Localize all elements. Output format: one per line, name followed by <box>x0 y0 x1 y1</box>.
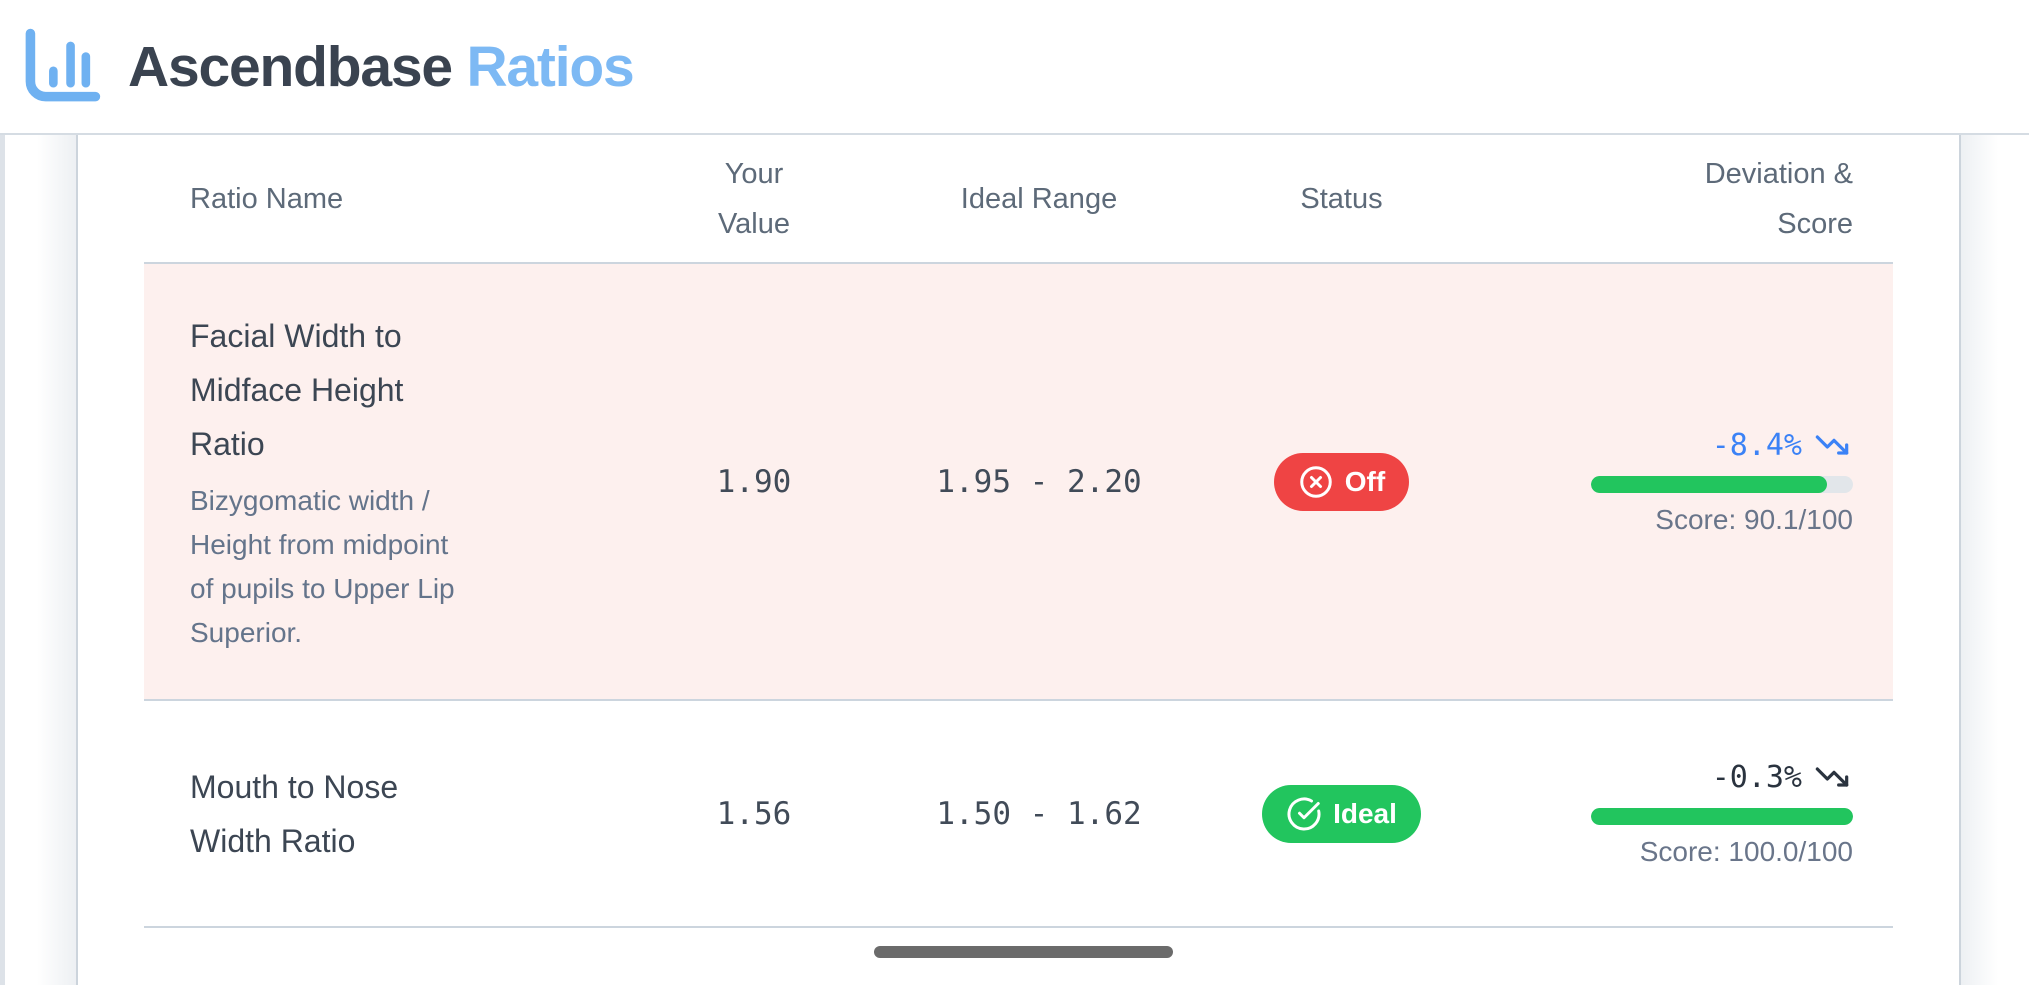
right-gutter <box>1961 135 2029 985</box>
column-header-your-value: Your Value <box>717 157 791 240</box>
deviation-score-cell: -8.4% Score: 90.1/100 <box>1509 428 1893 536</box>
score-progress-bar <box>1591 475 1853 493</box>
deviation-value: -8.4% <box>1711 427 1802 463</box>
deviation-line: -8.4% <box>1712 428 1853 463</box>
ratio-description: Bizygomatic width / Height from midpoint… <box>190 484 455 648</box>
left-gutter <box>0 135 76 985</box>
status-cell: Off <box>1174 452 1509 511</box>
ratios-table: Ratio Name Your Value Ideal Range Status… <box>144 135 1893 928</box>
status-cell: Ideal <box>1174 784 1509 843</box>
status-badge-label: Off <box>1344 465 1386 497</box>
status-badge-label: Ideal <box>1333 797 1397 829</box>
ratios-card: Ratio Name Your Value Ideal Range Status… <box>76 135 1961 985</box>
ratio-name-cell: Facial Width to Midface Height Ratio Biz… <box>144 267 604 697</box>
ratio-title: Facial Width to Midface Height Ratio <box>190 317 404 462</box>
deviation-score-cell: -0.3% Score: 100.0/100 <box>1509 760 1893 868</box>
table-row: Mouth to Nose Width Ratio 1.56 1.50 - 1.… <box>144 701 1893 928</box>
ideal-range-cell: 1.95 - 2.20 <box>936 463 1142 500</box>
status-badge: Off <box>1273 452 1410 511</box>
column-header-ideal-range: Ideal Range <box>960 182 1118 215</box>
trending-down-icon <box>1815 435 1849 455</box>
deviation-line: -0.3% <box>1712 760 1853 795</box>
brand-name: Ascendbase <box>128 34 453 99</box>
your-value-cell: 1.56 <box>716 795 792 832</box>
score-progress-fill <box>1591 475 1828 493</box>
table-row: Facial Width to Midface Height Ratio Biz… <box>144 262 1893 701</box>
brand-accent: Ratios <box>466 34 634 99</box>
app-header: Ascendbase Ratios <box>0 0 2029 135</box>
circle-check-icon <box>1287 797 1321 830</box>
ideal-range-cell: 1.50 - 1.62 <box>936 795 1142 832</box>
horizontal-scrollbar-thumb[interactable] <box>874 946 1173 958</box>
bar-chart-icon <box>25 28 101 101</box>
score-label: Score: 90.1/100 <box>1655 503 1853 535</box>
deviation-value: -0.3% <box>1711 759 1802 795</box>
column-header-status: Status <box>1300 182 1383 215</box>
score-progress-fill <box>1591 807 1853 825</box>
column-header-deviation-score: Deviation & Score <box>1704 157 1853 240</box>
circle-x-icon <box>1300 465 1332 498</box>
ratio-title: Mouth to Nose Width Ratio <box>190 768 399 859</box>
your-value-cell: 1.90 <box>716 463 792 500</box>
content-area: Ratio Name Your Value Ideal Range Status… <box>0 135 2029 985</box>
score-progress-bar <box>1591 807 1853 825</box>
score-label: Score: 100.0/100 <box>1639 835 1853 867</box>
status-badge: Ideal <box>1262 784 1421 843</box>
trending-down-icon <box>1815 767 1849 787</box>
ratio-name-cell: Mouth to Nose Width Ratio <box>144 718 604 910</box>
column-header-ratio-name: Ratio Name <box>190 182 344 215</box>
page-title: Ascendbase Ratios <box>128 34 635 100</box>
table-header-row: Ratio Name Your Value Ideal Range Status… <box>144 135 1893 262</box>
